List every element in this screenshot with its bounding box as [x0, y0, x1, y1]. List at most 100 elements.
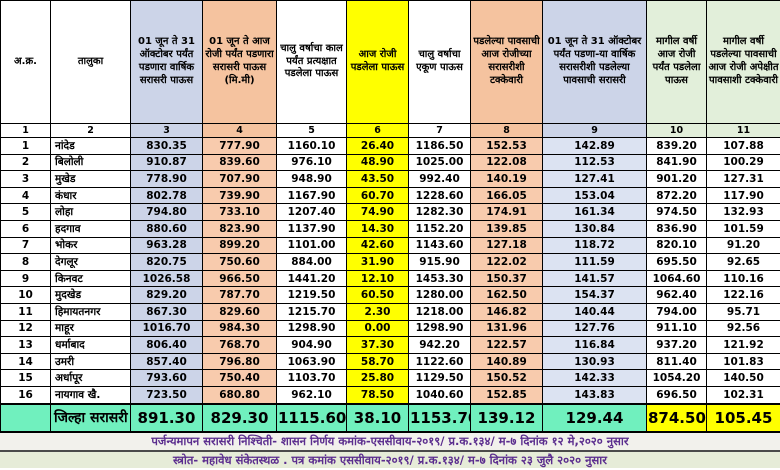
value-cell-col8: 140.89 — [470, 352, 543, 371]
value-cell-col10: 839.20 — [646, 137, 707, 155]
taluka-name-cell: लोहा — [50, 203, 131, 221]
value-cell-col8: 140.19 — [470, 170, 543, 188]
footer-note-gr-reference: पर्जन्यमापन सरासरी निश्चिती- शासन निर्णय… — [0, 432, 780, 452]
value-cell-col11: 100.29 — [706, 153, 780, 172]
header-row: अ.क्र. तालुका 01 जून ते 31 ऑक्टोबर पर्यंत … — [0, 0, 780, 124]
value-cell-col10: 901.20 — [646, 170, 707, 188]
serial-number-cell: 13 — [0, 336, 51, 354]
value-cell-col5: 904.90 — [276, 336, 347, 354]
serial-number-cell: 9 — [0, 269, 51, 288]
taluka-name-cell: धर्माबाद — [50, 336, 131, 354]
value-cell-col3: 857.40 — [130, 352, 203, 371]
value-cell-col5: 1063.90 — [276, 352, 347, 371]
value-cell-col10: 872.20 — [646, 186, 707, 205]
taluka-name-cell: माहूर — [50, 319, 131, 338]
value-cell-col10: 836.90 — [646, 219, 707, 238]
header-cell-col6: आज रोजी पडलेला पाऊस — [346, 0, 409, 124]
value-cell-col10: 937.20 — [646, 336, 707, 354]
value-cell-col3: 830.35 — [130, 137, 203, 155]
header-cell-col8: पडलेल्या पावसाची आज रोजीच्या सरासरीशी टक… — [470, 0, 543, 124]
value-cell-col9: 118.72 — [542, 236, 647, 255]
value-cell-col6: 25.80 — [346, 369, 409, 387]
value-cell-col7: 1453.30 — [408, 269, 471, 288]
value-cell-col5: 1219.50 — [276, 286, 347, 304]
value-cell-col6: 12.10 — [346, 269, 409, 288]
value-cell-col8: 152.53 — [470, 137, 543, 155]
value-cell-col7: 1152.20 — [408, 219, 471, 238]
value-cell-col8: 152.85 — [470, 385, 543, 405]
value-cell-col5: 1101.00 — [276, 236, 347, 255]
value-cell-col4: 829.60 — [202, 302, 277, 321]
district-average-value-col11: 105.45 — [706, 402, 780, 433]
taluka-name-cell: बिलोली — [50, 153, 131, 172]
footer-note-source: स्त्रोत- महावेध संकेतस्थळ . पत्र कमांक ए… — [0, 451, 780, 468]
value-cell-col4: 796.80 — [202, 352, 277, 371]
serial-number-cell: 1 — [0, 137, 51, 155]
serial-number-cell: 16 — [0, 385, 51, 405]
value-cell-col9: 127.76 — [542, 319, 647, 338]
value-cell-col7: 1218.00 — [408, 302, 471, 321]
serial-number-cell: 10 — [0, 286, 51, 304]
district-average-value-col3: 891.30 — [130, 402, 203, 433]
taluka-name-cell: अर्धापूर — [50, 369, 131, 387]
value-cell-col10: 811.40 — [646, 352, 707, 371]
value-cell-col11: 132.93 — [706, 203, 780, 221]
district-average-value-col7: 1153.70 — [408, 402, 471, 433]
district-average-value-col10: 874.50 — [646, 402, 707, 433]
value-cell-col11: 92.56 — [706, 319, 780, 338]
value-cell-col8: 122.08 — [470, 153, 543, 172]
table-row: 16 नायगाव खै. 723.50 680.80 962.10 78.50 1040.… — [0, 385, 780, 405]
table-row: 11 हिमायतनगर 867.30 829.60 1215.70 2.30 1218.0… — [0, 302, 780, 321]
taluka-name-cell: उमरी — [50, 352, 131, 371]
column-number-cell-9: 9 — [542, 123, 647, 138]
header-cell-col1: अ.क्र. — [0, 0, 51, 124]
value-cell-col4: 966.50 — [202, 269, 277, 288]
value-cell-col4: 680.80 — [202, 385, 277, 405]
value-cell-col6: 14.30 — [346, 219, 409, 238]
taluka-name-cell: मुखेड — [50, 170, 131, 188]
value-cell-col3: 867.30 — [130, 302, 203, 321]
value-cell-col6: 58.70 — [346, 352, 409, 371]
value-cell-col10: 794.00 — [646, 302, 707, 321]
value-cell-col11: 127.31 — [706, 170, 780, 188]
value-cell-col4: 984.30 — [202, 319, 277, 338]
value-cell-col11: 101.59 — [706, 219, 780, 238]
column-number-cell-3: 3 — [130, 123, 203, 138]
value-cell-col7: 1040.60 — [408, 385, 471, 405]
value-cell-col9: 140.44 — [542, 302, 647, 321]
table-row: 7 भोकर 963.28 899.20 1101.00 42.60 1143.60 127.… — [0, 236, 780, 255]
district-average-value-col4: 829.30 — [202, 402, 277, 433]
value-cell-col9: 141.57 — [542, 269, 647, 288]
value-cell-col5: 1103.70 — [276, 369, 347, 387]
header-cell-col9: 01 जून ते 31 ऑक्टोबर पर्यंत पडणा-या वार्… — [542, 0, 647, 124]
table-row: 14 उमरी 857.40 796.80 1063.90 58.70 1122.60 140… — [0, 352, 780, 371]
serial-number-cell: 3 — [0, 170, 51, 188]
column-number-cell-8: 8 — [470, 123, 543, 138]
value-cell-col4: 787.70 — [202, 286, 277, 304]
value-cell-col7: 1025.00 — [408, 153, 471, 172]
table-row: 15 अर्धापूर 793.60 750.40 1103.70 25.80 1129.5… — [0, 369, 780, 387]
value-cell-col11: 122.16 — [706, 286, 780, 304]
taluka-name-cell: नायगाव खै. — [50, 385, 131, 405]
value-cell-col9: 161.34 — [542, 203, 647, 221]
taluka-name-cell: किनवट — [50, 269, 131, 288]
value-cell-col7: 942.20 — [408, 336, 471, 354]
value-cell-col6: 60.70 — [346, 186, 409, 205]
value-cell-col8: 162.50 — [470, 286, 543, 304]
table-row: 6 हदगाव 880.60 823.90 1137.90 14.30 1152.20 139… — [0, 219, 780, 238]
value-cell-col8: 127.18 — [470, 236, 543, 255]
value-cell-col4: 739.90 — [202, 186, 277, 205]
value-cell-col5: 948.90 — [276, 170, 347, 188]
value-cell-col7: 1143.60 — [408, 236, 471, 255]
value-cell-col7: 1186.50 — [408, 137, 471, 155]
value-cell-col3: 778.90 — [130, 170, 203, 188]
value-cell-col4: 750.60 — [202, 253, 277, 271]
header-cell-col4: 01 जून ते आज रोजी पर्यंत पडणारा सरासरी प… — [202, 0, 277, 124]
column-number-cell-6: 6 — [346, 123, 409, 138]
value-cell-col11: 117.90 — [706, 186, 780, 205]
header-cell-col7: चालु वर्षाचा एकूण पाऊस — [408, 0, 471, 124]
district-average-label: जिल्हा सरासरी — [50, 402, 131, 433]
value-cell-col7: 1282.30 — [408, 203, 471, 221]
value-cell-col6: 31.90 — [346, 253, 409, 271]
value-cell-col5: 1160.10 — [276, 137, 347, 155]
